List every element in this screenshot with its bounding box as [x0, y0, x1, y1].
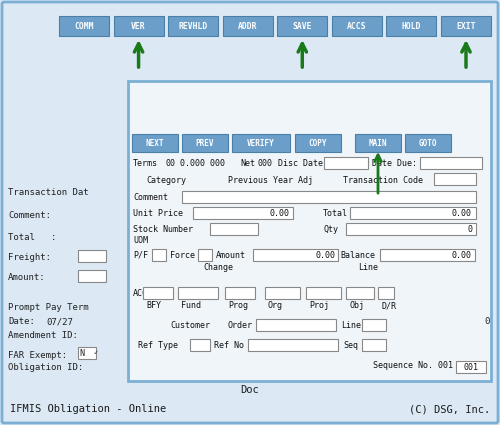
FancyBboxPatch shape [232, 134, 290, 152]
Bar [350, 207, 476, 219]
Text: VER: VER [132, 22, 146, 31]
Text: Amount: Amount [216, 250, 246, 260]
Text: Disc Date: Disc Date [278, 159, 323, 167]
Bar [78, 270, 106, 282]
Text: Previous Year Adj: Previous Year Adj [228, 176, 313, 184]
FancyBboxPatch shape [168, 16, 218, 36]
Text: COMM: COMM [74, 22, 94, 31]
Text: Total: Total [323, 209, 348, 218]
Text: Transaction Code: Transaction Code [343, 176, 423, 184]
Text: IFMIS Obligation - Online: IFMIS Obligation - Online [10, 404, 166, 414]
Text: 0.00: 0.00 [452, 250, 472, 260]
Text: HOLD: HOLD [402, 22, 421, 31]
Bar [143, 287, 173, 299]
Bar [210, 223, 258, 235]
Text: Stock Number: Stock Number [133, 224, 193, 233]
Bar [225, 287, 255, 299]
FancyBboxPatch shape [441, 16, 491, 36]
Text: Line: Line [341, 320, 361, 329]
Bar [378, 287, 394, 299]
Text: Total   :: Total : [8, 232, 56, 241]
Text: Net: Net [240, 159, 255, 167]
Text: SAVE: SAVE [292, 22, 312, 31]
Bar [152, 249, 166, 261]
Text: Obligation ID:: Obligation ID: [8, 363, 83, 372]
Text: Comment:: Comment: [8, 210, 51, 219]
Bar [362, 319, 386, 331]
Text: BFY: BFY [146, 301, 161, 311]
Text: Change: Change [203, 264, 233, 272]
FancyBboxPatch shape [132, 134, 178, 152]
Text: Balance: Balance [340, 250, 375, 260]
Text: Category: Category [146, 176, 186, 184]
FancyBboxPatch shape [182, 134, 228, 152]
Text: 001: 001 [464, 363, 478, 371]
Text: Date:: Date: [8, 317, 35, 326]
Bar [456, 361, 486, 373]
Text: ADDR: ADDR [238, 22, 258, 31]
Bar [178, 287, 218, 299]
Text: N: N [79, 348, 84, 357]
Text: P/F: P/F [133, 250, 148, 260]
FancyBboxPatch shape [222, 16, 272, 36]
Text: 0: 0 [484, 317, 490, 326]
Bar [346, 287, 374, 299]
Bar [78, 347, 96, 359]
Text: ACCS: ACCS [347, 22, 366, 31]
Text: Ref No: Ref No [214, 340, 244, 349]
Bar [346, 223, 476, 235]
Bar [265, 287, 300, 299]
Bar [198, 249, 212, 261]
Text: Customer: Customer [170, 320, 210, 329]
Bar [190, 339, 210, 351]
Bar [420, 157, 482, 169]
Text: Doc: Doc [240, 385, 260, 395]
Text: Transaction Dat: Transaction Dat [8, 187, 88, 196]
FancyBboxPatch shape [114, 16, 164, 36]
Bar [306, 287, 341, 299]
Text: Ref Type: Ref Type [138, 340, 178, 349]
FancyBboxPatch shape [295, 134, 341, 152]
Text: Force: Force [170, 250, 195, 260]
Text: 000: 000 [258, 159, 273, 167]
Text: Terms: Terms [133, 159, 158, 167]
FancyBboxPatch shape [278, 16, 328, 36]
Text: Freight:: Freight: [8, 253, 51, 263]
Text: REVHLD: REVHLD [178, 22, 208, 31]
Bar [434, 173, 476, 185]
Text: Amount:: Amount: [8, 274, 46, 283]
Text: EXIT: EXIT [456, 22, 476, 31]
Bar [182, 191, 476, 203]
Text: Prompt Pay Term: Prompt Pay Term [8, 303, 88, 312]
Text: 07/27: 07/27 [46, 317, 73, 326]
Text: UOM: UOM [133, 235, 148, 244]
Bar [78, 250, 106, 262]
FancyBboxPatch shape [355, 134, 401, 152]
Text: Sequence No. 001  Line: Sequence No. 001 Line [373, 362, 483, 371]
FancyBboxPatch shape [59, 16, 109, 36]
Bar [380, 249, 475, 261]
Text: Seq: Seq [343, 340, 358, 349]
Text: PREV: PREV [196, 139, 214, 147]
Text: Date Due:: Date Due: [372, 159, 417, 167]
Bar [253, 249, 338, 261]
Text: NEXT: NEXT [146, 139, 164, 147]
Bar [256, 319, 336, 331]
FancyBboxPatch shape [405, 134, 451, 152]
Text: FAR Exempt:: FAR Exempt: [8, 351, 67, 360]
Text: 00: 00 [166, 159, 176, 167]
Bar [248, 339, 338, 351]
Text: 0: 0 [467, 224, 472, 233]
Text: Prog: Prog [228, 301, 248, 311]
Text: 0.00: 0.00 [270, 209, 290, 218]
Bar [128, 81, 491, 381]
Bar [324, 157, 368, 169]
Text: MAIN: MAIN [369, 139, 387, 147]
Text: COPY: COPY [309, 139, 327, 147]
Text: Order: Order [228, 320, 253, 329]
Text: ✓: ✓ [93, 350, 97, 356]
FancyBboxPatch shape [386, 16, 436, 36]
Text: GOTO: GOTO [419, 139, 437, 147]
Text: (C) DSG, Inc.: (C) DSG, Inc. [409, 404, 490, 414]
